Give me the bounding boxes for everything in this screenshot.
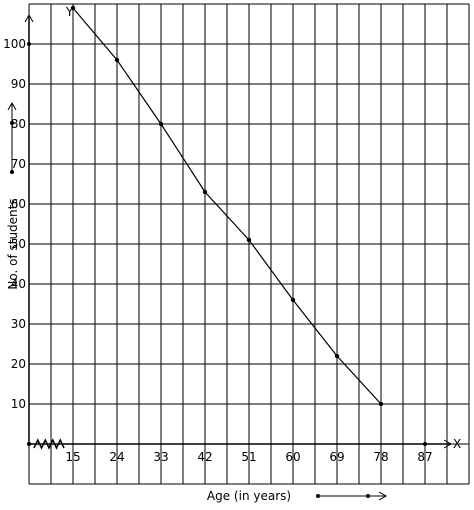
x-tick-label: 33 — [153, 450, 168, 464]
x-axis-arrowhead — [443, 439, 453, 449]
axis-break-zigzag — [33, 438, 65, 450]
y-axis-label: No. of students — [6, 198, 20, 289]
x-tick-label: 42 — [197, 450, 212, 464]
grid — [28, 3, 470, 485]
x-tick-label: 69 — [329, 450, 344, 464]
data-point — [246, 237, 252, 243]
tick-labels: 15 24 33 42 51 60 69 78 87 10 20 30 40 50 60 70 80 90 100 — [3, 37, 433, 464]
y-tick-label: 50 — [11, 237, 26, 251]
data-point — [158, 121, 164, 127]
y-tick-label: 20 — [11, 357, 26, 371]
y-direction-arrow — [7, 101, 17, 174]
x-tick-label: 24 — [109, 450, 124, 464]
data-point — [202, 189, 208, 195]
origin-point — [27, 442, 31, 446]
series-group — [70, 5, 384, 407]
x-tick-label: 78 — [373, 450, 388, 464]
x-tick-label: 15 — [65, 450, 80, 464]
data-point — [290, 297, 296, 303]
y-tick-label: 40 — [11, 277, 26, 291]
axes — [24, 13, 453, 450]
x-tick-label: 51 — [241, 450, 256, 464]
y-tick-label: 90 — [11, 77, 26, 91]
y-axis-top-point — [27, 42, 31, 46]
y-tick-label: 70 — [11, 157, 26, 171]
y-tick-label: 30 — [11, 317, 26, 331]
y-tick-label: 80 — [11, 117, 26, 131]
x-axis-letter: X — [453, 437, 461, 451]
y-axis-letter: Y — [65, 5, 74, 19]
data-point — [378, 401, 384, 407]
y-tick-label: 100 — [3, 37, 26, 51]
x-tick-label: 87 — [417, 450, 432, 464]
x-axis-label: Age (in years) — [207, 489, 291, 503]
x-direction-arrow — [316, 491, 388, 501]
y-axis-arrowhead — [24, 13, 34, 23]
data-point — [70, 5, 76, 11]
y-tick-label: 10 — [11, 397, 26, 411]
y-tick-label: 60 — [11, 197, 26, 211]
data-point — [334, 353, 340, 359]
x-axis-end-point — [423, 442, 427, 446]
series-line — [72, 7, 382, 405]
x-tick-label: 60 — [285, 450, 300, 464]
data-point — [114, 57, 120, 63]
